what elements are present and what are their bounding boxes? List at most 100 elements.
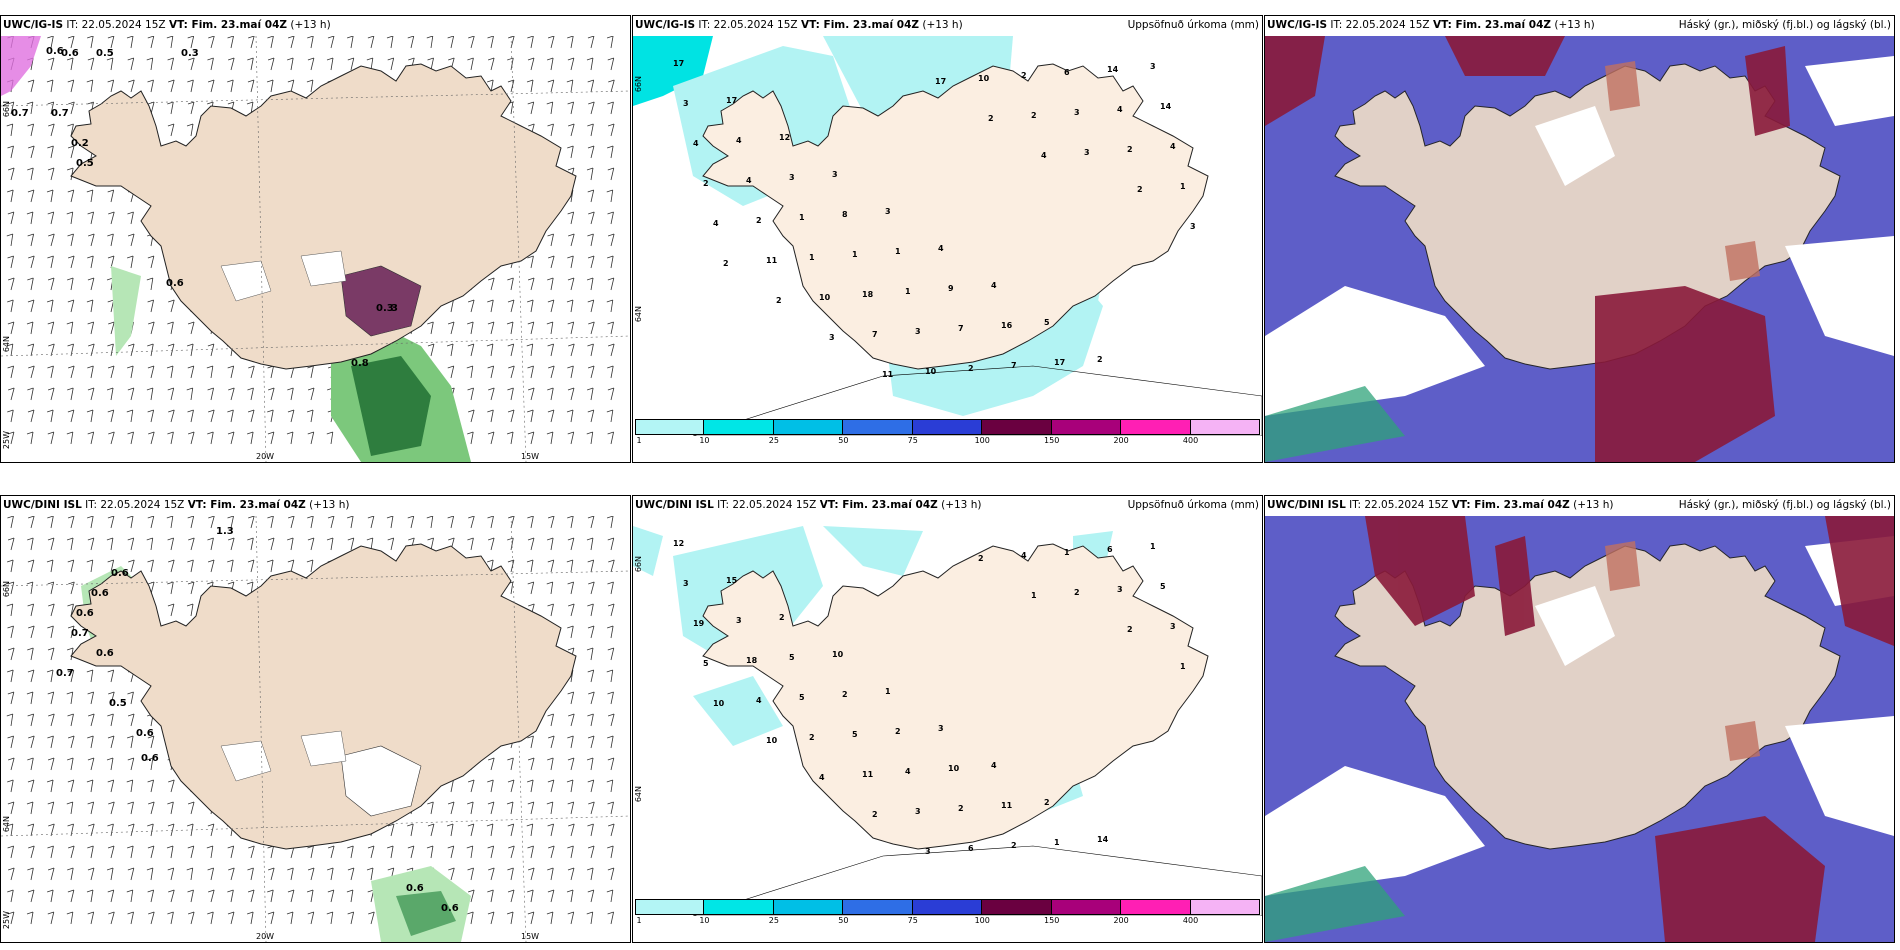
precip-value-label: 10 xyxy=(766,736,778,745)
precip-value-label: 3 xyxy=(1190,222,1196,231)
precip-value-label: 3 xyxy=(915,807,921,816)
panel-wind-bottom: UWC/DINI ISL IT: 22.05.2024 15Z VT: Fim.… xyxy=(0,495,631,943)
precip-value-label: 5 xyxy=(703,659,709,668)
precip-value-label: 12 xyxy=(779,133,790,142)
precip-value-label: 10 xyxy=(713,699,725,708)
precip-value-label: 2 xyxy=(779,613,785,622)
colorbar-tick: 400 xyxy=(1182,436,1199,445)
iceland-landmass xyxy=(1334,543,1841,850)
precip-value-label: 1 xyxy=(809,253,815,262)
lon-label: 20W xyxy=(256,932,275,941)
model-name: UWC/IG-IS xyxy=(635,19,696,31)
colorbar-segment xyxy=(704,419,774,435)
model-name: UWC/DINI ISL xyxy=(1267,499,1346,511)
precip-value-label: 5 xyxy=(1044,318,1050,327)
valid-time: VT: Fim. 23.maí 04Z xyxy=(168,19,287,31)
colorbar-segment xyxy=(843,419,913,435)
lat-label: 25W xyxy=(2,431,11,450)
panel-precip-bottom: UWC/DINI ISL IT: 22.05.2024 15Z VT: Fim.… xyxy=(632,495,1263,943)
colorbar-tick: 10 xyxy=(699,916,710,925)
run-time: IT: 22.05.2024 15Z xyxy=(1349,499,1449,511)
precip-value-label: 2 xyxy=(978,554,984,563)
colorbar-tick: 100 xyxy=(974,916,990,925)
valid-time: VT: Fim. 23.maí 04Z xyxy=(800,19,919,31)
precip-value-label: 14 xyxy=(1160,102,1172,111)
colorbar-tick: 150 xyxy=(1044,916,1060,925)
lead-time: (+13 h) xyxy=(941,499,982,511)
precip-map: 1215210134214133522101116519185542213354… xyxy=(633,526,1262,916)
colorbar-tick: 1 xyxy=(636,436,642,445)
panel-title: UWC/IG-IS IT: 22.05.2024 15Z VT: Fim. 23… xyxy=(1267,19,1595,31)
model-name: UWC/DINI ISL xyxy=(635,499,714,511)
lat-label: 66N xyxy=(2,101,11,118)
precip-value-label: 1 xyxy=(1180,662,1186,671)
precip-value-label: 10 xyxy=(948,764,960,773)
run-time: IT: 22.05.2024 15Z xyxy=(698,19,798,31)
precip-value-label: 1 xyxy=(885,687,891,696)
precip-value-label: 3 xyxy=(885,207,891,216)
precip-value-label: 2 xyxy=(703,179,709,188)
lat-label: 66N xyxy=(634,556,643,573)
colorbar-tick: 50 xyxy=(838,436,849,445)
colorbar-tick: 75 xyxy=(907,916,918,925)
precip-shading xyxy=(1,36,471,462)
valid-time: VT: Fim. 23.maí 04Z xyxy=(819,499,938,511)
panel-clouds-bottom: UWC/DINI ISL IT: 22.05.2024 15Z VT: Fim.… xyxy=(1264,495,1895,943)
precip-value-label: 2 xyxy=(968,364,974,373)
panel-title: UWC/DINI ISL IT: 22.05.2024 15Z VT: Fim.… xyxy=(1267,499,1613,511)
precip-value-label: 6 xyxy=(1107,545,1113,554)
precip-value-label: 14 xyxy=(1097,835,1109,844)
panel-clouds-top: UWC/IG-IS IT: 22.05.2024 15Z VT: Fim. 23… xyxy=(1264,15,1895,463)
wind-value-label: 0.6 xyxy=(136,728,154,739)
precip-value-label: 7 xyxy=(872,330,878,339)
precip-value-label: 12 xyxy=(673,539,684,548)
precip-value-label: 10 xyxy=(832,650,844,659)
precip-value-label: 4 xyxy=(713,219,719,228)
precip-value-label: 2 xyxy=(1011,841,1017,850)
precip-value-label: 3 xyxy=(938,724,944,733)
model-name: UWC/IG-IS xyxy=(3,19,64,31)
cloud-map xyxy=(1265,516,1894,942)
precip-value-label: 18 xyxy=(862,290,874,299)
precip-value-label: 1 xyxy=(1180,182,1186,191)
precip-value-label: 4 xyxy=(693,139,699,148)
precip-value-label: 19 xyxy=(693,619,705,628)
precip-value-label: 4 xyxy=(991,281,997,290)
precip-value-label: 2 xyxy=(872,810,878,819)
precip-value-label: 2 xyxy=(988,114,994,123)
precip-value-label: 11 xyxy=(766,256,778,265)
wind-value-label: 0.6 xyxy=(91,588,109,599)
precip-value-label: 7 xyxy=(1011,361,1017,370)
wind-value-label: 0.2 xyxy=(71,138,89,149)
precip-value-label: 4 xyxy=(905,767,911,776)
iceland-landmass xyxy=(70,63,577,370)
precip-value-label: 2 xyxy=(1031,111,1037,120)
graticule xyxy=(1,36,630,462)
lead-time: (+13 h) xyxy=(1554,19,1595,31)
valid-time: VT: Fim. 23.maí 04Z xyxy=(1432,19,1551,31)
precip-value-label: 3 xyxy=(683,579,689,588)
wind-value-label: 0.6 xyxy=(141,753,159,764)
panel-title: UWC/IG-IS IT: 22.05.2024 15Z VT: Fim. 23… xyxy=(3,19,331,31)
precip-value-label: 4 xyxy=(1170,142,1176,151)
precip-value-label: 3 xyxy=(925,847,931,856)
wind-value-label: 3 xyxy=(391,303,398,314)
colorbar-tick: 10 xyxy=(699,436,710,445)
precip-value-label: 5 xyxy=(1160,582,1166,591)
precip-colorbar: 1 10 25 50 75 100 150 200 400 xyxy=(635,419,1260,445)
iceland-landmass xyxy=(70,543,577,850)
panel-title: UWC/DINI ISL IT: 22.05.2024 15Z VT: Fim.… xyxy=(635,499,981,511)
wind-value-label: 0.3 xyxy=(376,303,394,314)
lat-label: 66N xyxy=(2,581,11,598)
run-time: IT: 22.05.2024 15Z xyxy=(66,19,166,31)
mid-cloud-layer xyxy=(1605,61,1760,281)
precip-value-label: 1 xyxy=(905,287,911,296)
valid-time: VT: Fim. 23.maí 04Z xyxy=(187,499,306,511)
colorbar-segment xyxy=(635,419,705,435)
colorbar-frame xyxy=(635,419,1260,435)
lat-label: 64N xyxy=(634,786,643,803)
product-title: Uppsöfnuð úrkoma (mm) xyxy=(1127,499,1259,511)
colorbar-tick: 25 xyxy=(768,436,779,445)
wind-value-label: 1.3 xyxy=(216,526,234,537)
product-title: Uppsöfnuð úrkoma (mm) xyxy=(1127,19,1259,31)
